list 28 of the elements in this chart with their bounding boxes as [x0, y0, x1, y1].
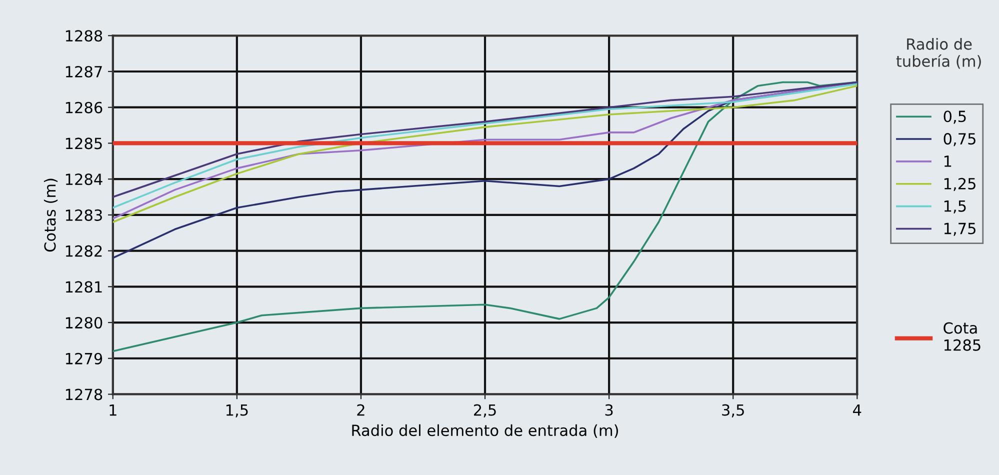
legend-label: 1,75 [944, 222, 976, 236]
x-tick-label: 3 [605, 404, 613, 416]
y-tick-label: 1285 [66, 138, 102, 150]
y-tick-label: 1282 [66, 245, 102, 257]
y-tick-label: 1288 [66, 30, 102, 42]
y-tick-label: 1286 [66, 102, 102, 114]
y-tick-label: 1281 [66, 281, 102, 293]
x-tick-label: 3,5 [722, 404, 744, 418]
y-tick-label: 1279 [66, 352, 102, 364]
legend-label: 1,5 [944, 200, 966, 214]
x-tick-label: 1,5 [226, 404, 248, 418]
y-axis-title: Cotas (m) [44, 178, 58, 252]
y-tick-label: 1287 [66, 66, 102, 78]
x-tick-label: 1 [110, 404, 116, 416]
x-axis-title: Radio del elemento de entrada (m) [352, 424, 618, 438]
y-tick-label: 1283 [66, 209, 102, 221]
legend-label: Cota 1285 [944, 322, 980, 351]
legend-label: 1 [944, 156, 952, 167]
legend-label: 0,5 [944, 110, 966, 124]
legend-label: 0,75 [944, 133, 976, 146]
x-tick-label: 4 [853, 404, 862, 416]
y-tick-label: 1284 [66, 174, 102, 186]
x-tick-label: 2 [357, 404, 364, 416]
legend-title: Radio de tubería (m) [896, 38, 981, 69]
y-tick-label: 1280 [66, 316, 102, 329]
x-tick-label: 2,5 [474, 404, 496, 418]
legend-label: 1,25 [944, 178, 976, 191]
y-tick-label: 1278 [66, 388, 102, 400]
